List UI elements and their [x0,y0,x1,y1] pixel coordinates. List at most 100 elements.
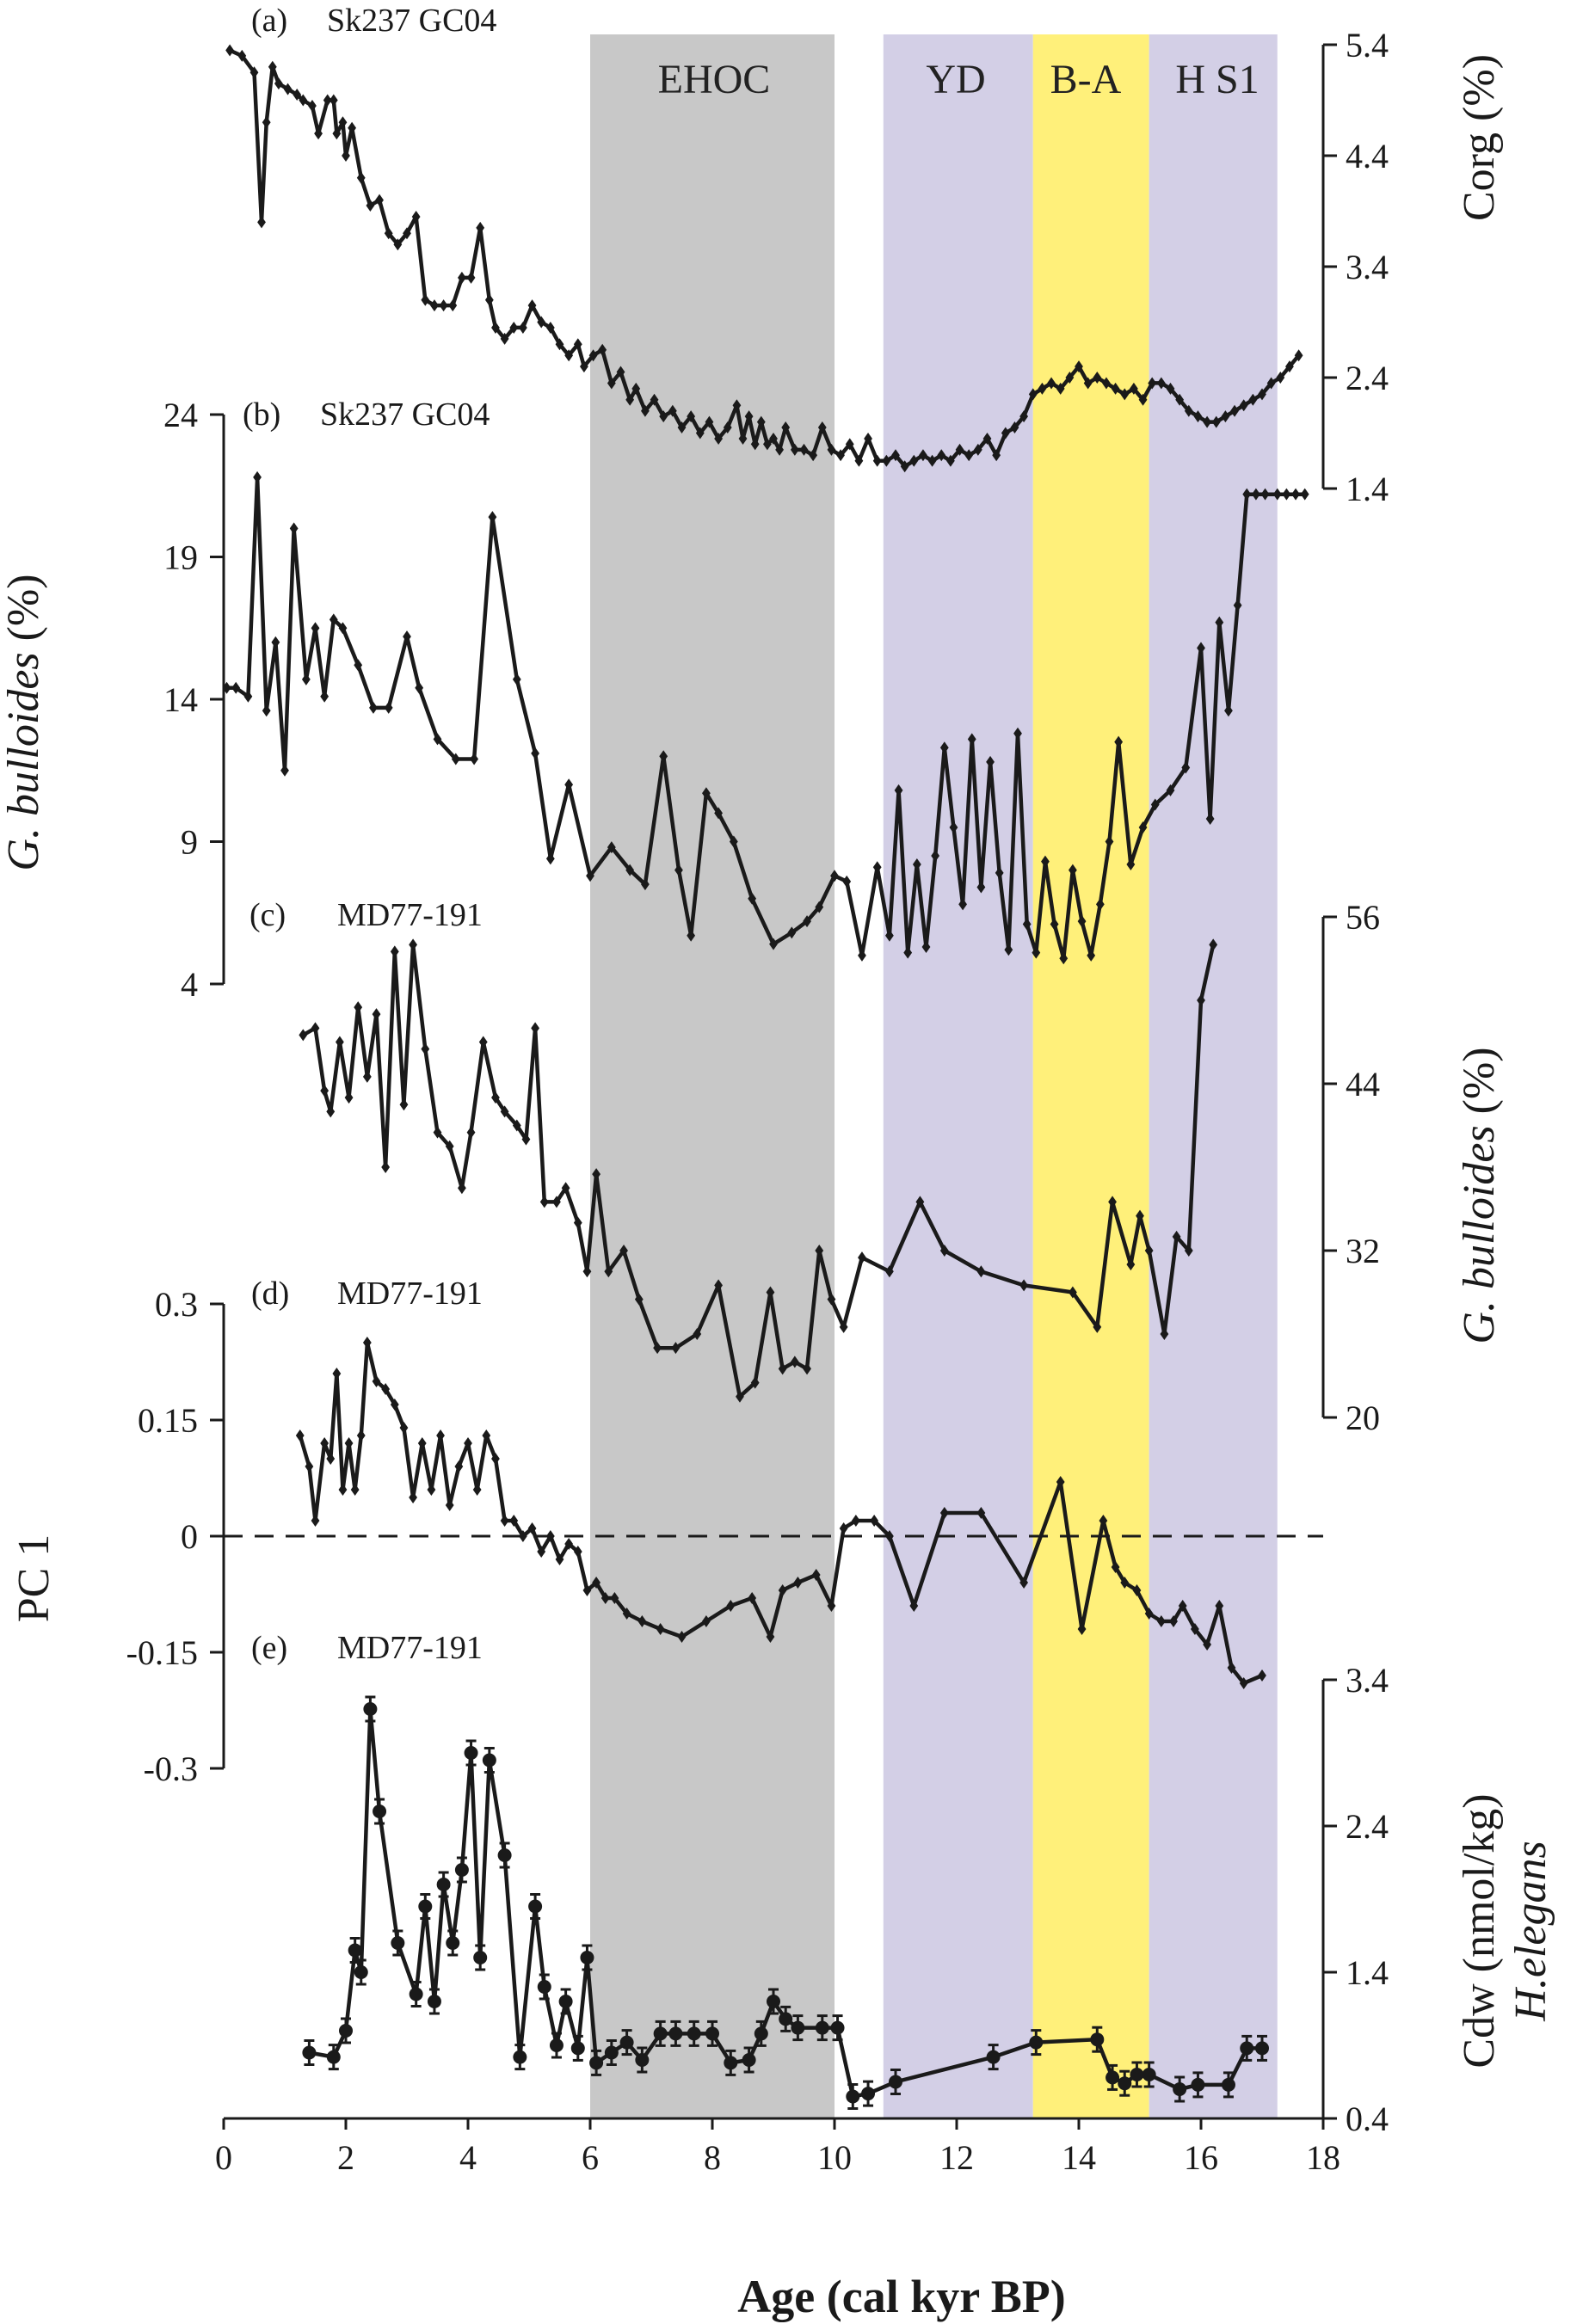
series-c [299,938,1218,1403]
y-tick-label: 19 [163,538,198,577]
data-point [1258,388,1266,401]
data-point [446,1936,460,1950]
band-ehoc [590,34,835,2118]
data-point [1075,360,1083,373]
data-point [1102,377,1111,390]
data-point [326,1453,336,1465]
data-point [964,449,974,462]
data-point [641,878,650,891]
data-point [748,1592,757,1604]
data-point [619,2035,634,2050]
data-point [354,1965,368,1979]
data-point [356,171,366,184]
data-point [521,1133,531,1146]
data-point [573,338,582,351]
data-point [885,1530,894,1542]
data-point [1294,349,1303,362]
data-point [815,901,824,913]
data-point [237,49,247,62]
data-point [870,1515,879,1527]
data-point [1120,1577,1130,1589]
band-label-b-a: B-A [1050,57,1122,102]
data-point [362,1337,372,1349]
data-point [781,421,791,434]
data-point [634,1293,644,1306]
data-point [858,949,866,962]
data-point [641,404,650,417]
data-point [274,77,283,90]
data-point [470,753,478,765]
data-point [1221,410,1230,423]
y-tick-label: 1.4 [1346,470,1389,508]
data-point [830,2020,845,2035]
data-point [332,1368,342,1380]
data-point [724,2056,738,2070]
data-point [381,1161,391,1173]
data-point [564,778,574,791]
data-point [1019,1279,1028,1292]
data-point [854,454,864,467]
data-point [509,321,519,334]
data-point [308,99,317,112]
data-point [790,1356,799,1368]
data-point [458,1182,466,1195]
data-point [381,1383,391,1395]
panel-a-label: (a) [251,3,287,39]
data-point [257,216,266,229]
data-point [320,1085,330,1097]
data-point [1114,735,1124,748]
data-point [625,864,635,876]
band-label-h-s1: H S1 [1175,57,1259,102]
data-point [390,1399,399,1411]
data-point [519,1530,527,1542]
data-point [451,753,460,765]
data-point [482,1429,491,1442]
data-point [320,1437,330,1449]
data-point [588,349,598,362]
data-point [637,1615,647,1627]
data-point [366,200,375,212]
data-point [329,613,338,626]
data-point [362,1070,372,1083]
data-point [1095,898,1105,911]
x-tick-label: 4 [459,2138,477,2177]
data-point [653,1342,662,1355]
data-point [399,1098,409,1111]
data-point [1197,642,1205,655]
y-tick-label: 56 [1346,898,1380,937]
data-point [1197,994,1205,1006]
data-point [305,1460,314,1472]
data-point [472,1484,482,1496]
data-point [500,1105,509,1118]
data-point [756,415,766,428]
data-point [921,940,931,953]
data-point [491,321,500,334]
data-point [552,1196,561,1208]
data-point [803,915,811,928]
data-point [418,1899,433,1914]
panel-b-label: (b) [243,397,280,433]
data-point [393,238,403,251]
data-point [1130,382,1138,395]
data-point [454,1863,469,1877]
data-point [656,1623,665,1635]
data-point [509,1515,519,1527]
data-point [729,835,738,848]
data-point [564,349,574,362]
data-point [635,2053,650,2067]
data-point [302,2045,317,2060]
data-point [687,410,696,423]
data-point [586,870,594,882]
y-tick-label: -0.3 [144,1749,198,1788]
data-point [791,2020,805,2035]
data-point [1181,761,1191,774]
data-point [1255,2041,1269,2056]
data-point [478,1036,488,1048]
data-point [976,1265,986,1278]
data-point [790,443,799,456]
data-point [610,1592,619,1604]
data-point [464,1746,478,1760]
data-point [1166,784,1175,796]
data-point [545,852,555,865]
data-point [564,1538,574,1550]
